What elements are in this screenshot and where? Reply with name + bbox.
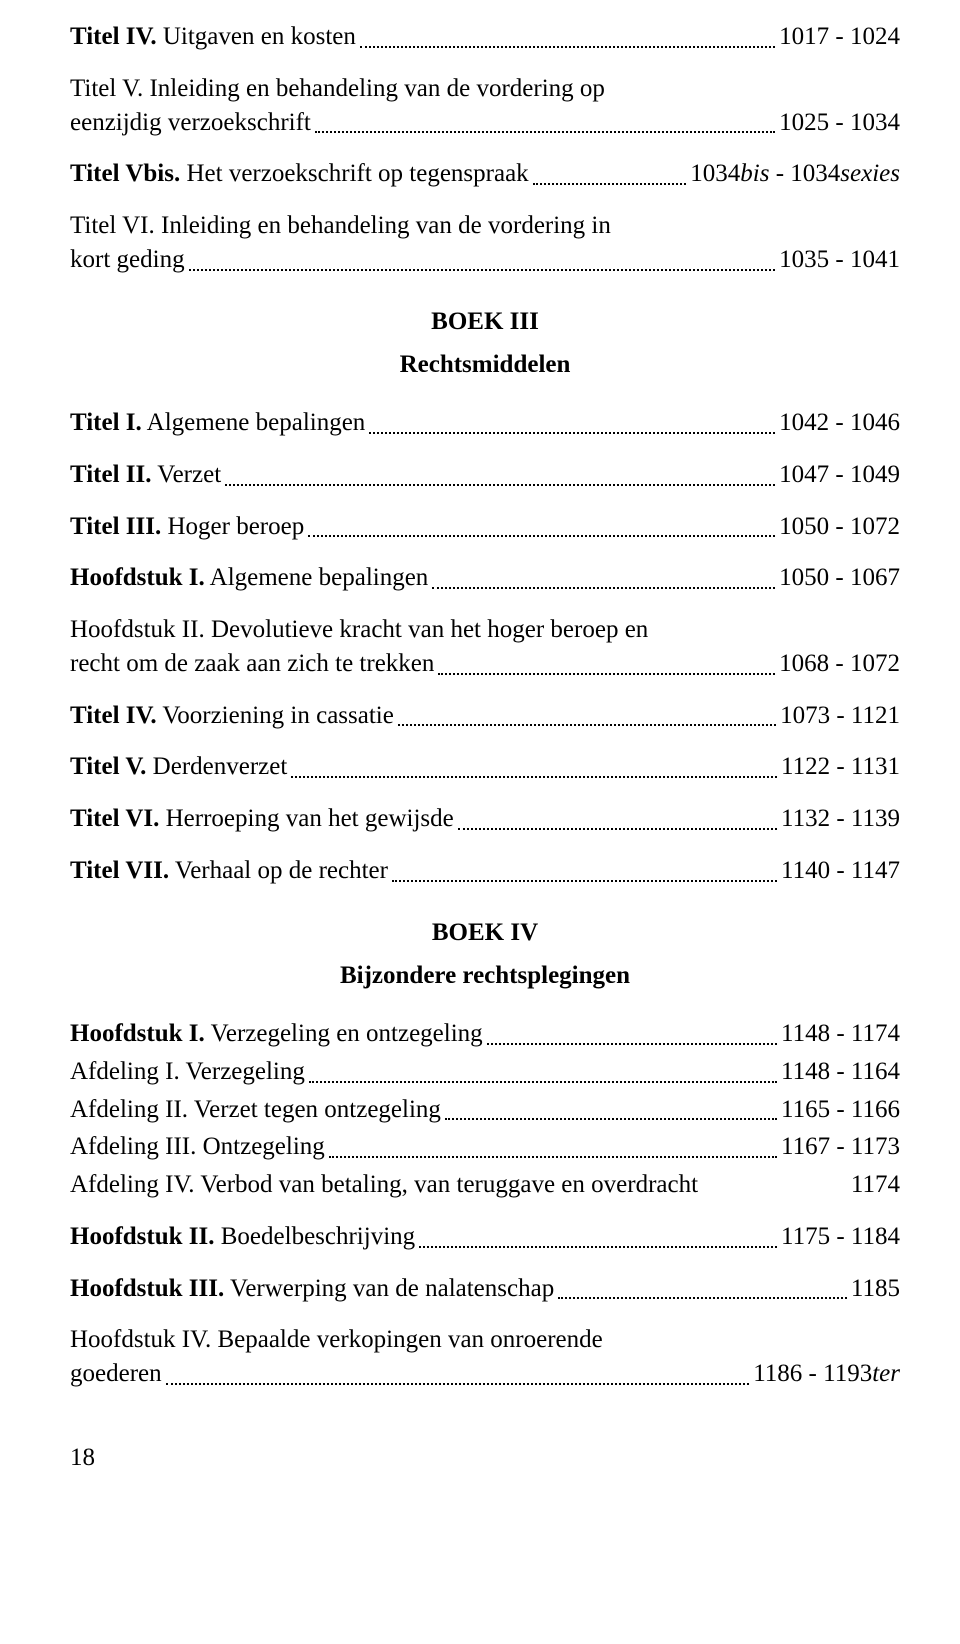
- book-heading: BOEK III: [70, 305, 900, 339]
- entry-label: Titel IV. Uitgaven en kosten: [70, 20, 356, 54]
- entry-pages: 1025 - 1034: [779, 106, 900, 140]
- entry-pages: 1017 - 1024: [779, 20, 900, 54]
- toc-entry: Hoofdstuk I. Verzegeling en ontzegeling …: [70, 1017, 900, 1051]
- toc-entry: Titel VI. Herroeping van het gewijsde 11…: [70, 802, 900, 836]
- toc-entry: Titel V. Inleiding en behandeling van de…: [70, 72, 900, 140]
- book-subheading: Bijzondere rechtsplegingen: [70, 959, 900, 993]
- leader-dots: [533, 183, 687, 185]
- toc-entry: Afdeling III. Ontzegeling 1167 - 1173: [70, 1130, 900, 1164]
- toc-entry: Titel I. Algemene bepalingen 1042 - 1046: [70, 406, 900, 440]
- entry-label-line1: Titel V. Inleiding en behandeling van de…: [70, 72, 900, 106]
- leader-dots: [189, 269, 776, 271]
- entry-label-line1: Titel VI. Inleiding en behandeling van d…: [70, 209, 900, 243]
- toc-entry: Afdeling II. Verzet tegen ontzegeling 11…: [70, 1093, 900, 1127]
- entry-label: Titel Vbis. Het verzoekschrift op tegens…: [70, 157, 529, 191]
- toc-entry: Titel Vbis. Het verzoekschrift op tegens…: [70, 157, 900, 191]
- toc-entry: Titel VII. Verhaal op de rechter 1140 - …: [70, 854, 900, 888]
- entry-label-line2: kort geding: [70, 243, 185, 277]
- toc-entry: Titel III. Hoger beroep 1050 - 1072: [70, 510, 900, 544]
- toc-entry: Hoofdstuk III. Verwerping van de nalaten…: [70, 1272, 900, 1306]
- toc-entry: Titel VI. Inleiding en behandeling van d…: [70, 209, 900, 277]
- toc-entry: Titel II. Verzet 1047 - 1049: [70, 458, 900, 492]
- toc-entry: Titel V. Derdenverzet 1122 - 1131: [70, 750, 900, 784]
- leader-dots: [360, 46, 775, 48]
- entry-pages: 1035 - 1041: [779, 243, 900, 277]
- leader-dots: [315, 131, 775, 133]
- toc-entry: Titel IV. Uitgaven en kosten 1017 - 1024: [70, 20, 900, 54]
- book-subheading: Rechtsmiddelen: [70, 348, 900, 382]
- page-number: 18: [70, 1441, 900, 1475]
- toc-entry: Hoofdstuk IV. Bepaalde verkopingen van o…: [70, 1323, 900, 1391]
- book-heading: BOEK IV: [70, 916, 900, 950]
- toc-entry: Titel IV. Voorziening in cassatie 1073 -…: [70, 699, 900, 733]
- toc-entry: Afdeling IV. Verbod van betaling, van te…: [70, 1168, 900, 1202]
- toc-entry: Hoofdstuk II. Boedelbeschrijving 1175 - …: [70, 1220, 900, 1254]
- entry-pages: 1034bis - 1034sexies: [690, 157, 900, 191]
- entry-label-line2: eenzijdig verzoekschrift: [70, 106, 311, 140]
- toc-entry: Hoofdstuk II. Devolutieve kracht van het…: [70, 613, 900, 681]
- toc-entry: Hoofdstuk I. Algemene bepalingen 1050 - …: [70, 561, 900, 595]
- toc-entry: Afdeling I. Verzegeling 1148 - 1164: [70, 1055, 900, 1089]
